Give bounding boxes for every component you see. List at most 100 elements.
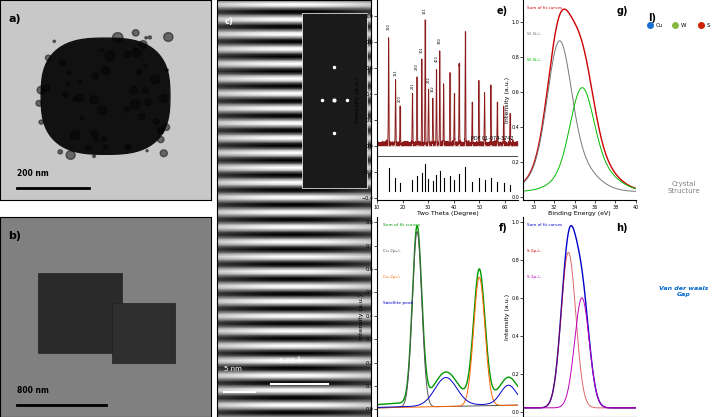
Text: Crystal
Structure: Crystal Structure xyxy=(667,181,700,194)
Text: W: W xyxy=(681,23,687,28)
X-axis label: Two Theta (Degree): Two Theta (Degree) xyxy=(417,211,478,216)
Circle shape xyxy=(139,113,145,120)
Circle shape xyxy=(37,86,45,94)
Circle shape xyxy=(142,88,149,93)
Text: S 2p₃/₂: S 2p₃/₂ xyxy=(527,249,541,253)
Circle shape xyxy=(42,85,49,91)
Circle shape xyxy=(158,136,164,143)
Circle shape xyxy=(153,118,159,124)
Circle shape xyxy=(92,73,99,79)
Circle shape xyxy=(126,145,131,150)
Text: W 4f₇/₂: W 4f₇/₂ xyxy=(527,58,541,62)
Text: 211: 211 xyxy=(410,82,415,88)
Text: f): f) xyxy=(499,223,508,233)
Text: e): e) xyxy=(497,6,508,16)
Circle shape xyxy=(100,48,103,52)
Text: 5 nm: 5 nm xyxy=(224,366,242,372)
Circle shape xyxy=(124,145,129,150)
Circle shape xyxy=(105,51,115,60)
Text: W 4f₅/₂: W 4f₅/₂ xyxy=(527,32,541,36)
Text: Sum of fit curves: Sum of fit curves xyxy=(527,6,562,10)
Text: h): h) xyxy=(616,223,628,233)
Circle shape xyxy=(130,86,138,94)
Text: 5.20 Å: 5.20 Å xyxy=(279,357,301,364)
Polygon shape xyxy=(38,273,123,353)
Circle shape xyxy=(73,97,78,102)
Text: 330: 330 xyxy=(438,38,441,44)
Circle shape xyxy=(142,47,145,49)
Bar xyxy=(302,13,367,188)
Circle shape xyxy=(124,51,131,58)
Text: Satellite peak: Satellite peak xyxy=(383,301,413,305)
Text: 222: 222 xyxy=(426,77,431,83)
Text: Sum of fit curves: Sum of fit curves xyxy=(383,223,420,226)
Text: Sum of fit curves: Sum of fit curves xyxy=(527,223,562,226)
Circle shape xyxy=(148,36,152,39)
Text: S 2p₁/₂: S 2p₁/₂ xyxy=(527,275,541,279)
Text: Cu 2p₁/₂: Cu 2p₁/₂ xyxy=(383,275,400,279)
Text: c): c) xyxy=(224,17,233,26)
Circle shape xyxy=(53,40,55,43)
Text: 111: 111 xyxy=(393,69,398,75)
Circle shape xyxy=(60,60,65,65)
Text: l): l) xyxy=(648,13,656,23)
Circle shape xyxy=(93,155,96,158)
Circle shape xyxy=(63,92,68,97)
Circle shape xyxy=(134,48,137,51)
Circle shape xyxy=(150,75,160,84)
Polygon shape xyxy=(112,303,175,363)
Circle shape xyxy=(90,95,98,104)
Circle shape xyxy=(144,99,151,106)
Circle shape xyxy=(132,30,139,36)
Circle shape xyxy=(91,131,98,136)
Circle shape xyxy=(113,33,123,43)
Text: g): g) xyxy=(616,6,628,16)
Text: 220: 220 xyxy=(415,63,419,70)
Circle shape xyxy=(98,106,107,115)
Text: b): b) xyxy=(9,231,22,241)
Y-axis label: Intensity (a.u.): Intensity (a.u.) xyxy=(505,294,510,340)
Text: Van der waals
Gap: Van der waals Gap xyxy=(659,286,709,297)
Circle shape xyxy=(166,69,168,71)
Text: PDF 01-074-3742: PDF 01-074-3742 xyxy=(471,136,513,141)
Text: a): a) xyxy=(9,14,21,24)
Circle shape xyxy=(159,94,168,103)
Circle shape xyxy=(70,131,80,140)
Circle shape xyxy=(58,150,62,154)
Circle shape xyxy=(160,150,168,157)
Circle shape xyxy=(78,80,82,83)
Text: 200: 200 xyxy=(398,95,402,102)
Polygon shape xyxy=(41,38,170,154)
Circle shape xyxy=(76,94,84,102)
Y-axis label: Intensity (a.u.): Intensity (a.u.) xyxy=(505,77,510,123)
Circle shape xyxy=(130,100,140,109)
Text: 800 nm: 800 nm xyxy=(17,386,49,395)
Circle shape xyxy=(67,82,70,85)
Circle shape xyxy=(145,37,147,39)
Circle shape xyxy=(36,100,42,106)
Circle shape xyxy=(68,72,70,75)
Circle shape xyxy=(101,137,106,141)
Circle shape xyxy=(101,66,110,75)
Circle shape xyxy=(39,120,44,124)
Circle shape xyxy=(104,145,108,149)
Text: S: S xyxy=(706,23,710,28)
Circle shape xyxy=(66,151,76,159)
Y-axis label: Intensity (a.u.): Intensity (a.u.) xyxy=(359,294,364,340)
Text: 312: 312 xyxy=(431,85,435,93)
Circle shape xyxy=(93,137,98,142)
Text: d): d) xyxy=(305,17,315,26)
Circle shape xyxy=(124,107,130,113)
Text: 200 nm: 200 nm xyxy=(17,169,49,178)
Circle shape xyxy=(139,40,147,48)
Circle shape xyxy=(158,129,163,134)
Circle shape xyxy=(163,124,170,131)
Circle shape xyxy=(87,146,91,150)
Text: 311: 311 xyxy=(423,8,427,14)
Circle shape xyxy=(146,150,148,152)
Circle shape xyxy=(80,117,83,120)
Y-axis label: Intensity (a.u.): Intensity (a.u.) xyxy=(354,77,359,123)
Circle shape xyxy=(132,49,141,57)
X-axis label: Binding Energy (eV): Binding Energy (eV) xyxy=(548,211,611,216)
Circle shape xyxy=(136,69,142,75)
